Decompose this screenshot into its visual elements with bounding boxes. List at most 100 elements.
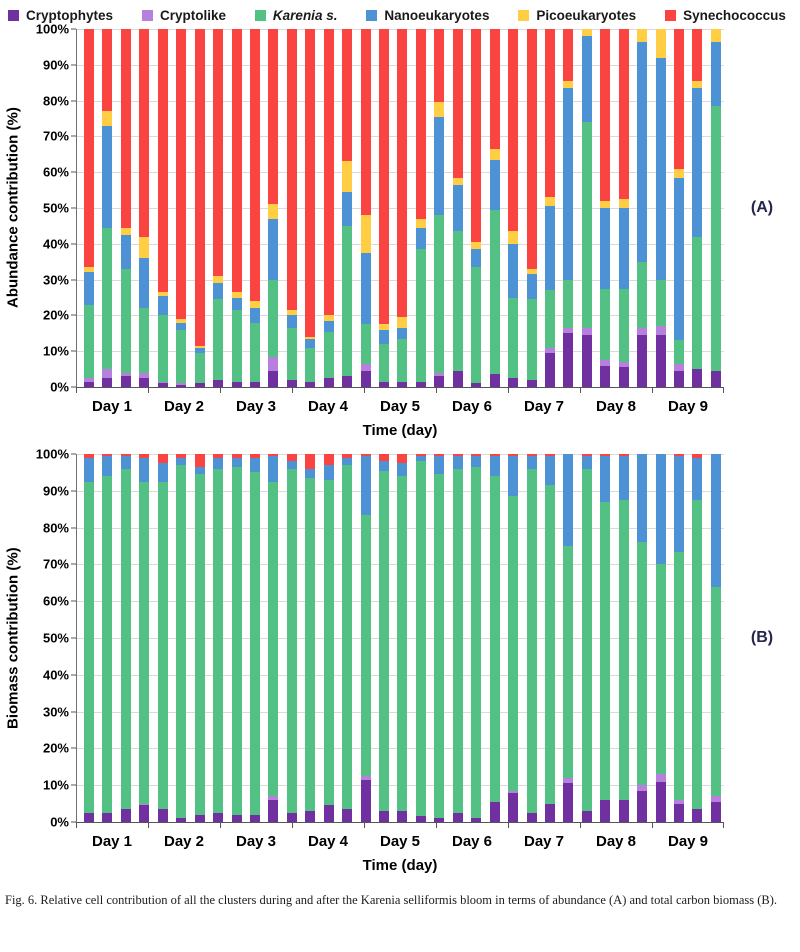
segment-karenia <box>194 474 205 815</box>
stacked-bar <box>379 454 389 822</box>
segment-cryptophytes <box>286 812 297 822</box>
y-tick-label: 30% <box>42 272 69 288</box>
x-tick-mark <box>723 823 724 828</box>
y-tick-mark <box>71 747 76 749</box>
y-tick-mark <box>71 171 76 173</box>
y-tick-label: 60% <box>42 164 69 180</box>
stacked-bar <box>84 29 94 387</box>
segment-nanoeukaryotes <box>342 457 353 466</box>
segment-picoeukaryotes <box>581 29 592 37</box>
stacked-bar <box>268 29 279 387</box>
day-label-5: Day 5 <box>379 397 421 415</box>
y-tick-mark <box>71 674 76 676</box>
segment-karenia <box>674 340 684 364</box>
segment-cryptolike <box>544 347 555 353</box>
segment-synechococcus <box>120 29 131 228</box>
stacked-bar <box>360 29 371 387</box>
segment-nanoeukaryotes <box>526 274 537 300</box>
segment-picoeukaryotes <box>637 29 648 42</box>
segment-karenia <box>508 496 519 791</box>
segment-synechococcus <box>305 454 316 469</box>
segment-karenia <box>655 564 666 775</box>
segment-karenia <box>692 236 703 370</box>
x-axis-line <box>76 822 724 829</box>
stacked-bar <box>692 29 703 387</box>
stacked-bar <box>452 454 463 822</box>
segment-picoeukaryotes <box>305 336 316 339</box>
segment-cryptolike <box>563 777 574 784</box>
stacked-bar <box>397 29 408 387</box>
segment-synechococcus <box>489 454 500 456</box>
x-tick-mark <box>436 388 437 393</box>
stacked-bar <box>120 29 131 387</box>
segment-cryptophytes <box>342 809 353 822</box>
segment-synechococcus <box>84 454 94 458</box>
segment-cryptolike <box>655 326 666 336</box>
segment-synechococcus <box>249 454 260 458</box>
segment-cryptophytes <box>471 818 482 822</box>
figure-caption: Fig. 6. Relative cell contribution of al… <box>5 893 778 907</box>
segment-karenia <box>139 308 150 373</box>
segment-synechococcus <box>600 454 611 456</box>
segment-karenia <box>176 329 187 384</box>
segment-cryptophytes <box>600 799 611 822</box>
segment-cryptophytes <box>581 810 592 822</box>
y-tick-mark <box>71 821 76 823</box>
nanoeukaryotes-swatch-icon <box>366 10 378 21</box>
stacked-bar <box>102 454 113 822</box>
segment-synechococcus <box>379 29 389 325</box>
y-tick-mark <box>71 490 76 492</box>
stacked-bar <box>305 454 316 822</box>
panel-label-b: (B) <box>750 629 774 646</box>
segment-cryptophytes <box>120 376 131 387</box>
legend-item-picoeukaryotes: Picoeukaryotes <box>518 8 636 23</box>
chart-biomass: Biomass contribution (%) 100% 90% 80% 70% 60… <box>0 447 800 883</box>
segment-cryptophytes <box>379 810 389 822</box>
segment-nanoeukaryotes <box>489 455 500 477</box>
segment-synechococcus <box>379 454 389 462</box>
segment-cryptolike <box>176 383 187 386</box>
segment-synechococcus <box>508 29 519 232</box>
segment-karenia <box>710 105 721 371</box>
segment-cryptophytes <box>637 335 648 387</box>
segment-karenia <box>176 465 187 819</box>
segment-nanoeukaryotes <box>84 457 94 482</box>
stacked-bar <box>710 454 721 822</box>
segment-synechococcus <box>249 29 260 302</box>
stacked-bar <box>268 454 279 822</box>
stacked-bar <box>526 454 537 822</box>
segment-karenia <box>194 353 205 384</box>
day-label-6: Day 6 <box>451 397 493 415</box>
segment-picoeukaryotes <box>323 315 334 321</box>
segment-synechococcus <box>231 454 242 458</box>
stacked-bar <box>139 29 150 387</box>
day-label-6: Day 6 <box>451 832 493 850</box>
stacked-bar <box>618 454 629 822</box>
legend-label: Nanoeukaryotes <box>384 8 490 23</box>
segment-nanoeukaryotes <box>120 234 131 269</box>
y-tick-mark <box>71 453 76 455</box>
segment-karenia <box>471 466 482 819</box>
stacked-bar <box>342 29 353 387</box>
x-tick-mark <box>436 823 437 828</box>
segment-cryptophytes <box>415 816 426 822</box>
segment-nanoeukaryotes <box>139 258 150 309</box>
day-label-3: Day 3 <box>235 832 277 850</box>
legend-item-cryptolike: Cryptolike <box>141 8 226 23</box>
segment-synechococcus <box>286 454 297 462</box>
segment-picoeukaryotes <box>415 218 426 228</box>
stacked-bar <box>618 29 629 387</box>
segment-karenia <box>268 279 279 357</box>
segment-cryptophytes <box>489 801 500 822</box>
segment-karenia <box>286 327 297 380</box>
y-tick-mark <box>71 279 76 281</box>
segment-cryptophytes <box>120 809 131 822</box>
segment-karenia <box>157 315 168 382</box>
segment-nanoeukaryotes <box>618 208 629 289</box>
stacked-bar <box>415 29 426 387</box>
y-tick-label: 40% <box>42 236 69 252</box>
segment-synechococcus <box>342 29 353 162</box>
segment-nanoeukaryotes <box>268 455 279 482</box>
segment-synechococcus <box>692 454 703 458</box>
segment-synechococcus <box>139 29 150 237</box>
